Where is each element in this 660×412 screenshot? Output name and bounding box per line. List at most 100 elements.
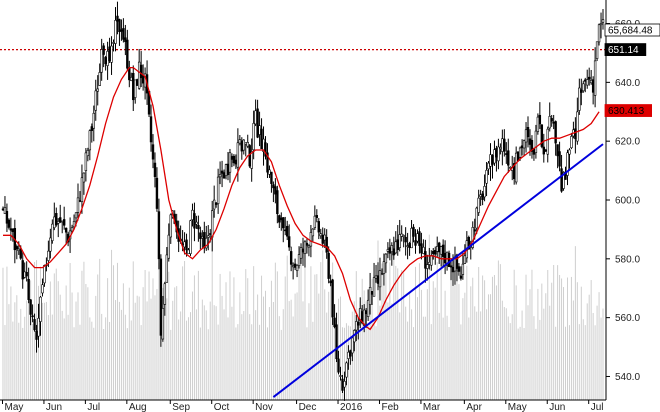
candle-body bbox=[238, 139, 242, 144]
candle-body bbox=[366, 299, 370, 317]
candle-body bbox=[289, 251, 293, 265]
candle-body bbox=[84, 152, 88, 171]
candle-body bbox=[443, 253, 447, 264]
candle-body bbox=[260, 128, 263, 150]
candle-body bbox=[331, 279, 334, 318]
candle-body bbox=[167, 234, 170, 259]
candle-body bbox=[64, 227, 68, 233]
candle-body bbox=[203, 232, 206, 249]
candle-body bbox=[570, 136, 573, 149]
candle-body bbox=[214, 202, 218, 205]
candle-body bbox=[165, 254, 169, 283]
candle-body bbox=[59, 217, 62, 223]
candle-body bbox=[134, 79, 137, 98]
price-tag-box bbox=[604, 104, 652, 117]
candle-body bbox=[124, 37, 127, 43]
candle-body bbox=[386, 249, 390, 252]
candle-body bbox=[242, 139, 245, 151]
candle-body bbox=[327, 252, 330, 279]
candle-body bbox=[100, 49, 103, 73]
candle-body bbox=[240, 140, 244, 152]
candle-body bbox=[295, 264, 299, 271]
candle-body bbox=[191, 209, 194, 220]
candle-body bbox=[120, 29, 123, 32]
candle-body bbox=[274, 186, 277, 195]
candle-body bbox=[477, 197, 480, 213]
candle-body bbox=[35, 330, 38, 340]
candle-body bbox=[522, 140, 526, 149]
candle-body bbox=[582, 83, 585, 92]
candle-body bbox=[108, 46, 111, 62]
candle-body bbox=[554, 121, 557, 144]
candle-body bbox=[286, 225, 289, 237]
candle-body bbox=[422, 246, 425, 254]
candle-body bbox=[364, 310, 368, 315]
candle-body bbox=[212, 199, 216, 210]
candle-body bbox=[60, 220, 64, 223]
candle-body bbox=[485, 169, 488, 184]
candle-body bbox=[404, 236, 407, 243]
candle-body bbox=[578, 87, 581, 111]
candle-body bbox=[199, 232, 202, 239]
candle-body bbox=[118, 19, 121, 33]
candle-body bbox=[562, 172, 565, 189]
candle-body bbox=[55, 213, 58, 226]
x-tick-label: Apr bbox=[466, 402, 482, 412]
candle-body bbox=[39, 296, 42, 322]
candle-body bbox=[420, 243, 423, 254]
candle-body bbox=[205, 237, 208, 249]
candle-body bbox=[374, 275, 378, 279]
candle-body bbox=[151, 144, 155, 160]
candle-body bbox=[402, 235, 405, 237]
x-tick-label: Jul bbox=[591, 402, 604, 412]
price-tag-label: 651.14 bbox=[608, 45, 639, 56]
candle-body bbox=[287, 236, 291, 248]
candle-body bbox=[220, 170, 224, 174]
x-tick-label: Nov bbox=[255, 402, 273, 412]
candle-body bbox=[475, 207, 478, 229]
candle-body bbox=[216, 176, 220, 204]
candle-body bbox=[436, 246, 439, 252]
candle-body bbox=[520, 145, 524, 149]
candle-body bbox=[264, 142, 267, 157]
candle-body bbox=[493, 149, 496, 164]
candle-body bbox=[23, 271, 26, 278]
candle-body bbox=[406, 245, 409, 247]
candle-body bbox=[437, 242, 441, 253]
candle-body bbox=[128, 67, 131, 81]
candle-body bbox=[390, 245, 394, 253]
candle-body bbox=[193, 213, 196, 229]
x-tick-label: Jul bbox=[87, 402, 100, 412]
candle-body bbox=[473, 229, 476, 232]
candle-body bbox=[197, 225, 200, 230]
candle-body bbox=[307, 245, 311, 248]
candle-body bbox=[497, 146, 500, 162]
candle-body bbox=[76, 197, 80, 213]
price-tag-label: 630.413 bbox=[608, 106, 645, 117]
candle-body bbox=[576, 111, 579, 142]
volume-bars bbox=[2, 230, 604, 400]
candle-body bbox=[362, 309, 366, 326]
candle-body bbox=[372, 277, 376, 297]
candle-body bbox=[163, 283, 167, 305]
candle-body bbox=[153, 162, 157, 177]
candle-body bbox=[53, 216, 56, 229]
candle-body bbox=[94, 90, 97, 111]
candle-body bbox=[189, 220, 192, 254]
candle-body bbox=[514, 152, 518, 183]
candle-body bbox=[37, 317, 40, 337]
candle-body bbox=[201, 236, 204, 239]
candle-body bbox=[530, 139, 534, 152]
candle-body bbox=[347, 351, 350, 359]
candle-body bbox=[355, 321, 358, 331]
trendline bbox=[272, 143, 604, 398]
candle-body bbox=[481, 193, 484, 200]
candle-body bbox=[471, 227, 474, 248]
candle-body bbox=[17, 248, 20, 251]
candle-body bbox=[15, 246, 19, 250]
candle-body bbox=[313, 215, 317, 229]
candle-body bbox=[593, 60, 597, 96]
x-tick-label: Jun bbox=[46, 402, 62, 412]
candle-body bbox=[483, 185, 486, 198]
